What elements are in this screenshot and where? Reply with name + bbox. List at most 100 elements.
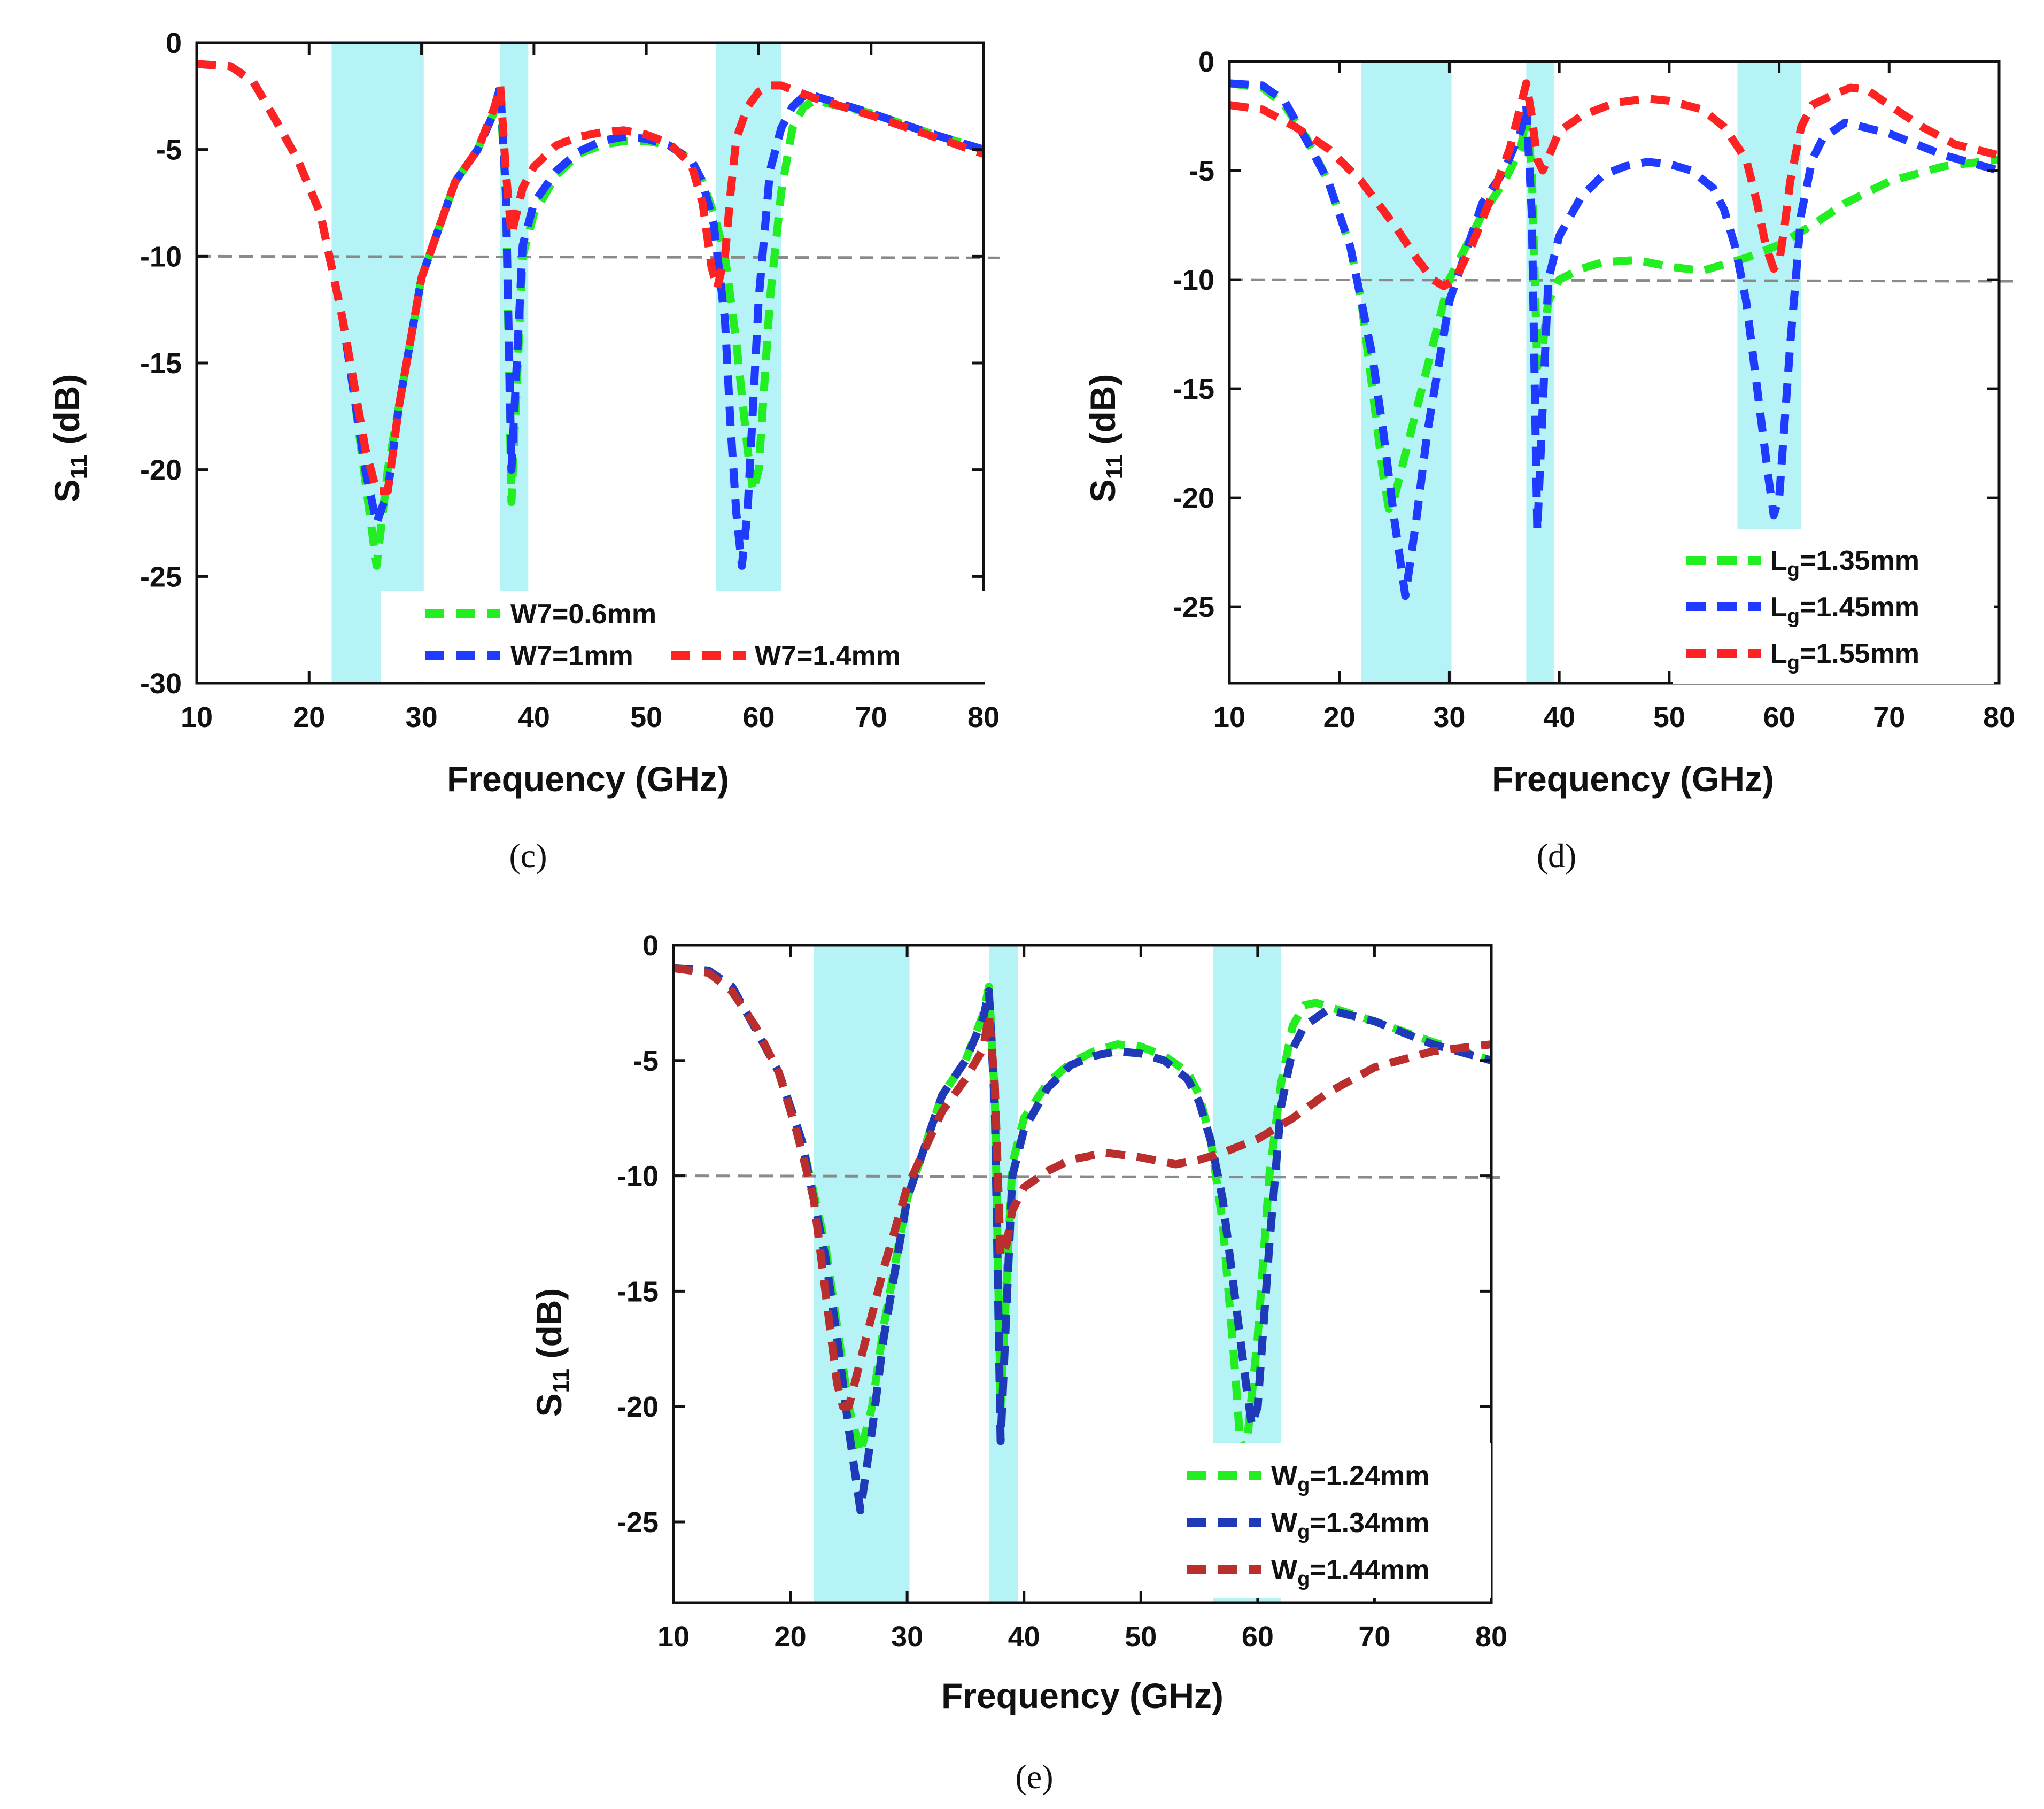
- panel-e-x-tick-label-2: 30: [891, 1621, 923, 1653]
- panel-d-legend-label-2-sub: g: [1787, 652, 1800, 674]
- panel-e-x-axis-title: Frequency (GHz): [941, 1676, 1224, 1715]
- panel-c-legend-1: W7=1mm: [425, 640, 633, 671]
- panel-e-y-tick-label-5: -25: [617, 1506, 659, 1539]
- panel-d-legend-label-2-main: L: [1770, 638, 1787, 669]
- panel-c-x-tick-label-1: 20: [293, 701, 325, 733]
- panel-e-y-tick-label-2: -10: [617, 1161, 659, 1193]
- panel-c-plot-frame: [195, 41, 985, 685]
- panel-c-legend-label-1: W7=1mm: [510, 640, 633, 671]
- panel-c-series-line-0: [196, 60, 985, 570]
- panel-d-x-tick-label-3: 40: [1543, 701, 1575, 733]
- panel-e-reference-line: [673, 1174, 1508, 1179]
- panel-e-legend-label-2: Wg=1.44mm: [1271, 1555, 1429, 1590]
- panel-d-legend-label-0: Lg=1.35mm: [1770, 545, 1919, 581]
- panel-d-x-tick-label-0: 10: [1213, 701, 1245, 733]
- panel-c-legend-0: W7=0.6mm: [425, 599, 656, 630]
- panel-d-legend-label-2: Lg=1.55mm: [1770, 638, 1919, 674]
- panel-d-series-line-2: [1229, 79, 2000, 290]
- panel-d-x-tick-label-1: 20: [1323, 701, 1356, 733]
- panel-d-x-tick-label-4: 50: [1653, 701, 1685, 733]
- panel-d-x-tick-label-5: 60: [1763, 701, 1795, 733]
- panel-e-legend-label-2-main: W: [1271, 1555, 1298, 1586]
- panel-d-y-axis-title: S11 (dB): [1083, 374, 1128, 503]
- panel-c-x-axis-title: Frequency (GHz): [447, 759, 729, 799]
- panel-e-x-tick-label-7: 80: [1475, 1621, 1507, 1653]
- panel-e-y-ticks: 0 -5 -10 -15 -20 -25: [617, 930, 1491, 1539]
- panel-c-x-tick-label-0: 10: [181, 701, 213, 733]
- panel-d-legend-1: Lg=1.45mm: [1686, 592, 1919, 628]
- panel-d-series-line-1: [1229, 79, 2001, 600]
- panel-d-x-axis-title: Frequency (GHz): [1492, 759, 1774, 799]
- panel-e-plot-frame: [672, 944, 1493, 1604]
- panel-c-y-ticks: 0 -5 -10 -15 -20 -25 -30: [140, 27, 984, 700]
- panel-e-x-tick-label-3: 40: [1008, 1621, 1040, 1653]
- panel-c-legend-box: [381, 591, 985, 682]
- panel-c-x-tick-label-3: 40: [518, 701, 550, 733]
- panel-e-legend-label-1-rest: =1.34mm: [1310, 1507, 1429, 1539]
- panel-d-y-tick-label-4: -20: [1173, 482, 1214, 514]
- panel-c-x-tick-label-6: 70: [855, 701, 887, 733]
- panel-e-legend-label-1-main: W: [1271, 1507, 1298, 1539]
- panel-d-legend-label-1: Lg=1.45mm: [1770, 592, 1919, 628]
- panel-c-caption: (c): [509, 837, 547, 875]
- panel-e-legend-0: Wg=1.24mm: [1187, 1460, 1429, 1496]
- panel-e-y-label-unit: (dB): [529, 1288, 569, 1369]
- panel-c-x-ticks: 10 20 30 40 50 60 70 80: [181, 43, 1000, 733]
- panel-e-legend-label-1-sub: g: [1297, 1521, 1310, 1543]
- panel-d-y-tick-label-5: -25: [1173, 591, 1214, 623]
- panel-e: 10 20 30 40 50 60 70 80 0 -5 -10 -15 -20 -25 Frequen…: [529, 930, 1507, 1796]
- panel-e-legend-label-0-main: W: [1271, 1460, 1298, 1491]
- panel-e-x-tick-label-0: 10: [657, 1621, 690, 1653]
- panel-c-y-label-main: S: [47, 479, 87, 502]
- panel-e-x-tick-label-5: 60: [1242, 1621, 1274, 1653]
- panel-e-series-line-2: [673, 964, 1492, 1411]
- panel-c-x-tick-label-2: 30: [406, 701, 438, 733]
- panel-e-y-tick-label-0: 0: [642, 930, 659, 962]
- panel-e-y-axis-title: S11 (dB): [529, 1288, 574, 1417]
- panel-d-y-label-main: S: [1083, 479, 1122, 502]
- panel-e-x-tick-label-1: 20: [775, 1621, 807, 1653]
- panel-c-y-axis-title: S11 (dB): [47, 374, 92, 503]
- panel-d-legend-2: Lg=1.55mm: [1686, 638, 1919, 674]
- panel-e-y-label-sub: 11: [548, 1369, 574, 1394]
- panel-c-legend-label-0: W7=0.6mm: [510, 599, 656, 630]
- panel-e-caption: (e): [1015, 1758, 1053, 1796]
- panel-e-x-tick-label-6: 70: [1358, 1621, 1390, 1653]
- panel-c-y-label-unit: (dB): [47, 374, 87, 454]
- panel-c-y-tick-label-0: 0: [166, 27, 182, 59]
- panel-c-y-tick-label-6: -30: [140, 668, 182, 700]
- panel-e-y-tick-label-1: -5: [633, 1045, 659, 1077]
- panel-d: 10 20 30 40 50 60 70 80 0 -5 -10 -15 -20 -25 Frequen…: [1083, 46, 2015, 875]
- panel-c-y-tick-label-3: -15: [140, 347, 182, 380]
- panel-c-x-tick-label-7: 80: [967, 701, 1000, 733]
- panel-d-y-ticks: 0 -5 -10 -15 -20 -25: [1173, 46, 1999, 623]
- panel-e-legend-label-2-sub: g: [1297, 1568, 1310, 1590]
- panel-d-legend-label-1-sub: g: [1787, 605, 1800, 628]
- panel-e-series-line-1: [673, 964, 1492, 1514]
- panel-e-x-tick-label-4: 50: [1125, 1621, 1157, 1653]
- panel-e-series: [673, 964, 1493, 1514]
- panel-d-legend-label-1-main: L: [1770, 592, 1787, 623]
- panel-d-caption: (d): [1537, 837, 1577, 875]
- panel-c-reference-line: [196, 254, 1000, 259]
- panel-d-y-tick-label-1: -5: [1189, 155, 1214, 187]
- panel-c-y-tick-label-5: -25: [140, 561, 182, 593]
- panel-e-legend-1: Wg=1.34mm: [1187, 1507, 1429, 1543]
- panel-e-y-label-main: S: [529, 1393, 569, 1417]
- panel-e-legend-label-0: Wg=1.24mm: [1271, 1460, 1429, 1496]
- panel-c-legend-2: W7=1.4mm: [671, 640, 901, 671]
- panel-d-x-ticks: 10 20 30 40 50 60 70 80: [1213, 61, 2015, 733]
- panel-d-series-line-0: [1229, 79, 2000, 513]
- panel-e-legend-2: Wg=1.44mm: [1187, 1555, 1429, 1590]
- panel-d-reference-line: [1229, 278, 2016, 283]
- panel-e-series-line-0: [673, 964, 1493, 1457]
- panel-d-legend-label-1-rest: =1.45mm: [1800, 592, 1919, 623]
- panel-c-x-tick-label-4: 50: [630, 701, 662, 733]
- panel-c-y-tick-label-4: -20: [140, 454, 182, 486]
- panel-d-x-tick-label-7: 80: [1983, 701, 2015, 733]
- panel-d-plot-frame: [1228, 60, 2001, 685]
- panel-c-y-tick-label-1: -5: [156, 134, 182, 166]
- panel-e-y-tick-label-3: -15: [617, 1275, 659, 1308]
- panel-d-legend-0: Lg=1.35mm: [1686, 545, 1919, 581]
